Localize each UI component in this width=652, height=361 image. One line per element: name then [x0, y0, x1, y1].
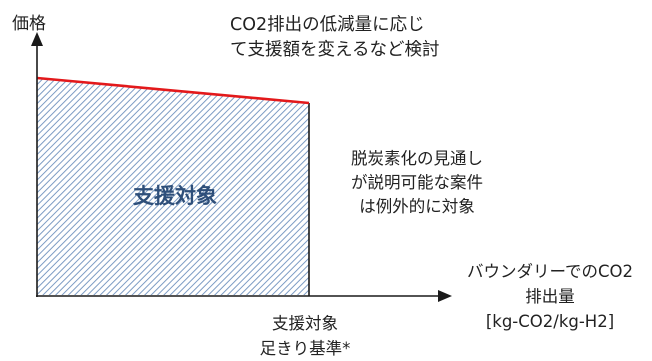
support-region	[37, 78, 309, 295]
exception-annotation-line-1: 脱炭素化の見通し	[351, 149, 483, 168]
threshold-label: 支援対象 足きり基準*	[205, 311, 405, 361]
threshold-label-line-2: 足きり基準*	[259, 339, 351, 358]
price-cap-line	[36, 76, 310, 105]
x-axis-label-line-3: [kg-CO2/kg-H2]	[485, 312, 615, 331]
exception-annotation-line-2: が説明可能な案件	[351, 173, 483, 192]
x-axis-label: バウンダリーでのCO2 排出量 [kg-CO2/kg-H2]	[455, 259, 645, 334]
exception-annotation: 脱炭素化の見通し が説明可能な案件 は例外的に対象	[311, 147, 523, 219]
exception-annotation-line-3: は例外的に対象	[359, 197, 475, 216]
x-axis-label-line-2: 排出量	[525, 287, 575, 306]
y-axis-arrowhead	[31, 32, 43, 46]
top-annotation-line-1: CO2排出の低減量に応じ	[230, 15, 425, 35]
top-annotation-line-2: て支援額を変えるなど検討	[230, 40, 440, 60]
support-region-label: 支援対象	[133, 184, 217, 208]
x-axis-label-line-1: バウンダリーでのCO2	[466, 262, 634, 281]
top-annotation: CO2排出の低減量に応じ て支援額を変えるなど検討	[230, 13, 439, 63]
threshold-label-line-1: 支援対象	[272, 314, 338, 333]
y-axis-label: 価格	[12, 14, 46, 34]
x-axis-arrowhead	[438, 290, 452, 302]
